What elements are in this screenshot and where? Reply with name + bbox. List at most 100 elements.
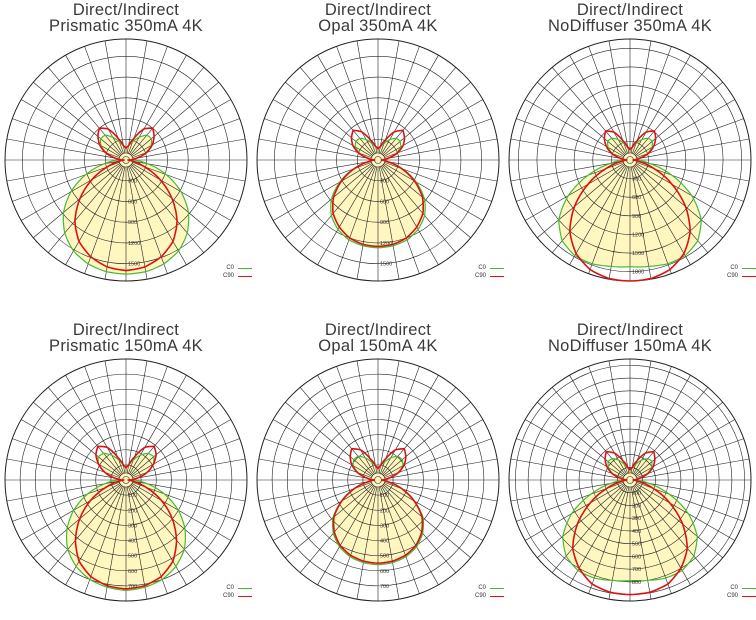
series-c0-curve: [562, 457, 698, 582]
legend-item-c0: C0: [714, 264, 756, 272]
radial-gridline: [381, 485, 439, 585]
radial-gridline: [285, 164, 373, 239]
radial-gridline: [132, 138, 246, 160]
tick-label: 600: [380, 199, 389, 205]
legend-label-c0: C0: [730, 265, 738, 271]
radial-gridline: [132, 458, 246, 480]
legend-label-c0: C0: [730, 585, 738, 591]
radial-gridline: [264, 438, 372, 478]
legend-swatch-c90: [742, 276, 756, 277]
tick-label: 800: [632, 580, 641, 586]
legend-label-c90: C90: [222, 593, 234, 599]
tick-label: 600: [128, 199, 137, 205]
radial-gridline: [378, 166, 400, 280]
radial-gridline: [126, 360, 148, 474]
outer-ring: [4, 358, 248, 602]
ring-gridline: [536, 66, 724, 254]
legend-swatch-c90: [238, 276, 252, 277]
tick-label: 1800: [632, 270, 644, 276]
ring-gridline: [95, 449, 157, 511]
radial-gridline: [636, 160, 750, 182]
radial-gridline: [6, 138, 120, 160]
ring-gridline: [80, 434, 172, 526]
radial-gridline: [378, 360, 400, 474]
ring-gridline: [19, 373, 233, 587]
radial-gridline: [525, 163, 625, 221]
tick-label: 200: [380, 508, 389, 514]
tick-label: 200: [632, 503, 641, 509]
radial-gridline: [336, 46, 376, 154]
polar-grid: [4, 38, 248, 282]
chart-title-line-2: NoDiffuser 150mA 4K: [547, 337, 713, 355]
radial-gridline: [380, 366, 420, 474]
radial-gridline: [382, 485, 457, 573]
tick-label: 200: [128, 508, 137, 514]
radial-gridline: [380, 46, 420, 154]
radial-gridline: [632, 46, 672, 154]
series-c90-curve: [332, 129, 424, 248]
polar-plot: 300 600 900 1200 1500: [4, 38, 248, 282]
ring-gridline: [573, 103, 687, 217]
radial-gridline: [630, 166, 652, 280]
ring-gridline: [336, 118, 420, 202]
radial-gridline: [384, 160, 498, 182]
series-c90-curve: [568, 130, 692, 282]
ring-gridline: [356, 138, 400, 182]
ring-gridline: [518, 48, 742, 272]
legend-label-c0: C0: [478, 585, 486, 591]
ring-gridline: [317, 419, 439, 541]
legend: C0 C90: [462, 264, 504, 280]
radial-gridline: [131, 484, 219, 559]
ring-gridline: [84, 118, 168, 202]
radial-gridline: [129, 375, 187, 475]
radial-gridline: [258, 160, 372, 182]
outer-ring: [256, 358, 500, 602]
radial-gridline: [12, 438, 120, 478]
radial-gridline: [634, 67, 709, 155]
ring-gridline: [104, 138, 148, 182]
tick-label: 1500: [128, 262, 140, 268]
radial-gridline: [317, 485, 375, 585]
tick-label: 100: [380, 493, 389, 499]
tick-label: 300: [128, 523, 137, 529]
tick-label: 300: [380, 523, 389, 529]
radial-gridline: [636, 138, 750, 160]
polar-plot: 100 200 300 400 500 600 700: [256, 358, 500, 602]
radial-gridline: [12, 118, 120, 158]
radial-gridline: [131, 81, 219, 156]
radial-gridline: [273, 483, 373, 541]
radial-gridline: [21, 483, 121, 541]
chart-title-line-1: Direct/Indirect: [576, 1, 684, 19]
tick-label: 700: [128, 584, 137, 590]
radial-gridline: [33, 484, 121, 559]
tick-label: 500: [632, 542, 641, 548]
radial-gridline: [630, 40, 652, 154]
radial-gridline: [126, 40, 148, 154]
ring-gridline: [21, 55, 231, 265]
radial-gridline: [132, 482, 240, 522]
ring-gridline: [347, 449, 409, 511]
tick-label: 900: [380, 220, 389, 226]
tick-label: 300: [380, 179, 389, 185]
legend-item-c0: C0: [210, 584, 252, 592]
radial-gridline: [126, 486, 148, 600]
radial-gridline: [126, 166, 148, 280]
radial-gridline: [33, 81, 121, 156]
ring-gridline: [302, 404, 454, 556]
polar-chart-panel: Direct/Indirect NoDiffuser 350mA 4K 300 6…: [504, 0, 756, 300]
radial-gridline: [129, 485, 187, 585]
polar-grid: [256, 358, 500, 602]
outer-ring: [256, 38, 500, 282]
radial-gridline: [104, 360, 126, 474]
legend-swatch-c0: [490, 588, 504, 589]
legend-swatch-c0: [742, 588, 756, 589]
tick-label: 300: [128, 179, 137, 185]
radial-gridline: [132, 438, 240, 478]
legend-item-c0: C0: [462, 264, 504, 272]
radial-gridline: [128, 46, 168, 154]
polar-plot: 100 200 300 400 500 600 700 800: [508, 358, 752, 602]
radial-gridline: [6, 480, 120, 502]
legend-swatch-c0: [238, 588, 252, 589]
radial-gridline: [131, 419, 231, 477]
tick-label: 700: [380, 584, 389, 590]
